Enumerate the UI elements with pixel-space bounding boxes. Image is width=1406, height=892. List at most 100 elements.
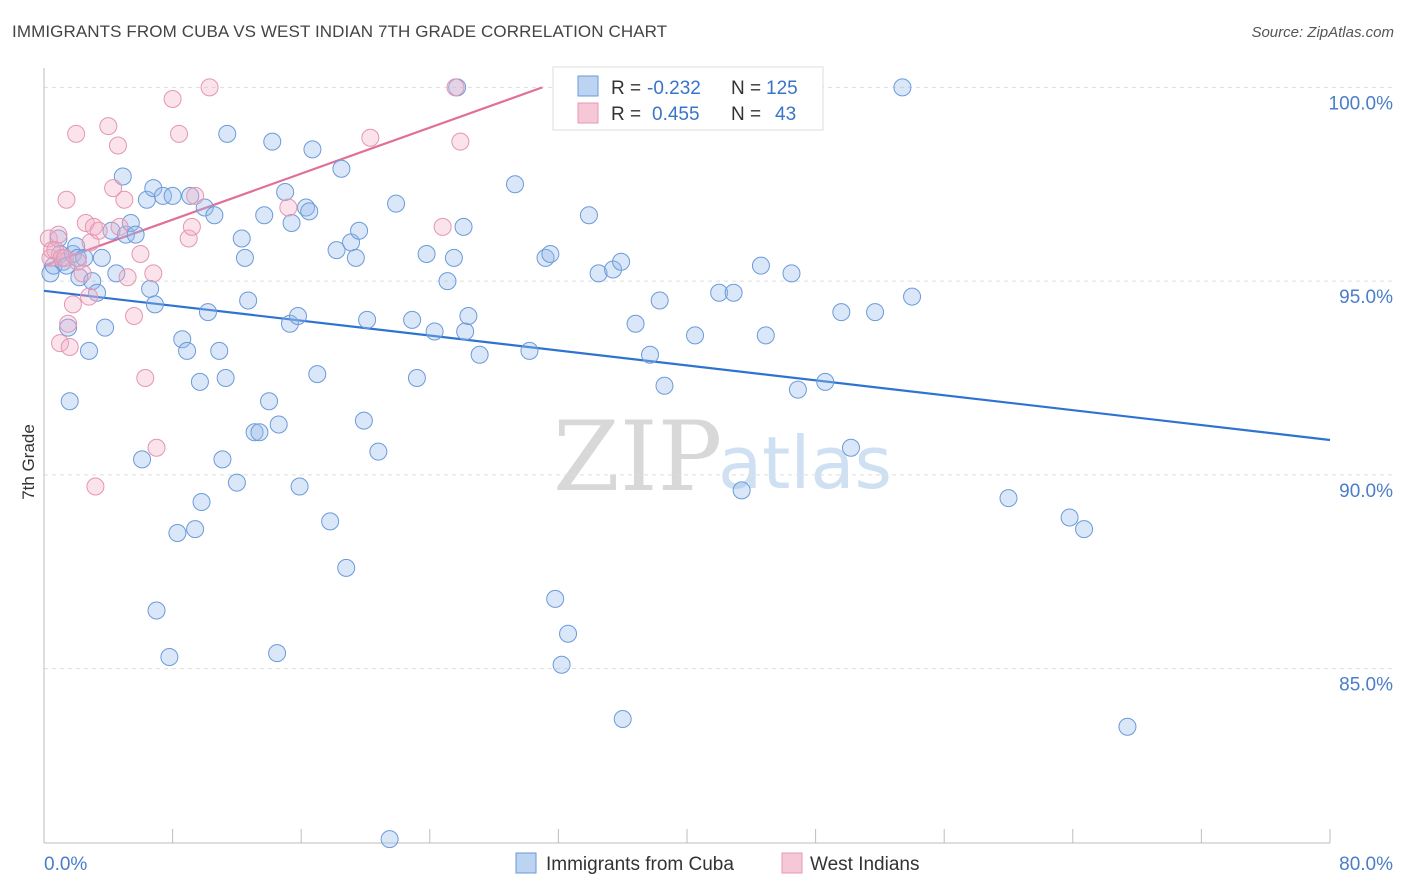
cuba-point bbox=[145, 295, 164, 314]
gridlines bbox=[44, 86, 1395, 670]
cuba-point bbox=[417, 245, 436, 263]
cuba-point bbox=[756, 326, 775, 345]
west-indians-point bbox=[115, 190, 134, 209]
cuba-point bbox=[290, 477, 309, 496]
cuba-point bbox=[1075, 520, 1094, 539]
cuba-point bbox=[425, 322, 444, 341]
cuba-point bbox=[655, 376, 674, 395]
cuba-point bbox=[650, 291, 669, 310]
west-indians-point bbox=[136, 369, 155, 387]
series-label-west-indians: West Indians bbox=[810, 854, 919, 875]
cuba-point bbox=[181, 186, 200, 205]
cuba-point bbox=[232, 229, 251, 248]
cuba-point bbox=[300, 202, 319, 221]
cuba-point bbox=[346, 248, 365, 267]
cuba-point bbox=[782, 264, 801, 283]
cuba-point bbox=[816, 372, 835, 391]
west-indians-point bbox=[163, 90, 182, 108]
cuba-point bbox=[147, 601, 166, 620]
cuba-point bbox=[470, 345, 489, 364]
series-swatch-cuba bbox=[515, 852, 537, 874]
y-tick-label: 85.0% bbox=[1339, 675, 1393, 696]
series-legend: Immigrants from Cuba West Indians bbox=[515, 852, 919, 875]
cuba-point bbox=[195, 198, 214, 217]
cuba-point bbox=[612, 252, 631, 271]
west-indians-point bbox=[49, 225, 68, 244]
cuba-point bbox=[192, 493, 211, 511]
cuba-point bbox=[239, 291, 258, 310]
cuba-point bbox=[589, 264, 608, 283]
cuba-point bbox=[579, 206, 598, 225]
cuba-point bbox=[407, 369, 426, 387]
cuba-point bbox=[168, 524, 187, 542]
cuba-point bbox=[403, 310, 422, 329]
west-indians-point bbox=[51, 334, 70, 353]
cuba-point bbox=[121, 214, 140, 232]
x-tick-label-min: 0.0% bbox=[44, 854, 87, 875]
cuba-point bbox=[327, 241, 346, 260]
west-indians-point bbox=[110, 217, 129, 236]
cuba-point bbox=[153, 186, 172, 205]
cuba-point bbox=[354, 411, 373, 430]
cuba-point bbox=[369, 442, 388, 461]
source-label: Source: ZipAtlas.com bbox=[1251, 24, 1394, 41]
west-indians-point bbox=[67, 124, 86, 143]
cuba-point bbox=[190, 372, 209, 391]
west-indians-point bbox=[39, 229, 58, 248]
legend-n-value-west: 43 bbox=[775, 104, 796, 125]
legend-n-label-west: N = bbox=[731, 104, 761, 125]
cuba-point bbox=[96, 318, 115, 337]
cuba-point bbox=[255, 206, 274, 225]
cuba-trend-line bbox=[43, 289, 1331, 442]
cuba-point bbox=[141, 279, 160, 298]
cuba-point bbox=[49, 229, 68, 248]
cuba-point bbox=[456, 322, 475, 341]
data-points bbox=[39, 78, 1137, 849]
cuba-point bbox=[92, 248, 111, 267]
cuba-point bbox=[999, 489, 1018, 508]
cuba-point bbox=[288, 307, 307, 325]
x-tick-label-max: 80.0% bbox=[1339, 854, 1393, 875]
west-indians-point bbox=[80, 287, 99, 306]
west-indians-point bbox=[104, 179, 123, 198]
legend-n-value-cuba: 125 bbox=[766, 78, 798, 99]
cuba-point bbox=[1118, 717, 1137, 736]
west-indians-point bbox=[446, 78, 465, 97]
legend-swatch-west-indians bbox=[577, 102, 599, 124]
west-indians-point bbox=[144, 264, 163, 283]
cuba-point bbox=[520, 341, 539, 360]
cuba-point bbox=[710, 283, 729, 302]
west-indians-point bbox=[433, 217, 452, 236]
cuba-point bbox=[332, 159, 351, 178]
legend-r-value-west: 0.455 bbox=[652, 104, 700, 125]
cuba-point bbox=[350, 221, 369, 240]
west-indians-point bbox=[60, 338, 79, 356]
west-indians-point bbox=[179, 229, 198, 248]
cuba-point bbox=[454, 217, 473, 236]
cuba-point bbox=[321, 512, 340, 531]
cuba-point bbox=[1060, 508, 1079, 527]
cuba-point bbox=[546, 589, 565, 608]
cuba-point bbox=[126, 225, 145, 244]
cuba-point bbox=[732, 481, 751, 500]
cuba-point bbox=[308, 365, 327, 384]
cuba-point bbox=[173, 330, 192, 349]
legend-r-label-west: R = bbox=[611, 104, 641, 125]
cuba-point bbox=[260, 392, 279, 411]
cuba-point bbox=[227, 473, 246, 492]
watermark-atlas: atlas bbox=[718, 421, 892, 505]
cuba-point bbox=[216, 369, 235, 387]
watermark-zip: ZIP bbox=[553, 401, 722, 513]
west-indians-point bbox=[63, 295, 82, 314]
cuba-point bbox=[276, 183, 295, 201]
cuba-point bbox=[387, 194, 406, 213]
cuba-point bbox=[724, 283, 743, 302]
cuba-point bbox=[263, 132, 282, 151]
cuba-point bbox=[751, 256, 770, 275]
west-indians-point bbox=[170, 124, 189, 143]
chart-title: IMMIGRANTS FROM CUBA VS WEST INDIAN 7TH … bbox=[12, 22, 668, 41]
series-label-cuba: Immigrants from Cuba bbox=[546, 854, 734, 875]
west-indians-point bbox=[451, 132, 470, 151]
cuba-point bbox=[866, 303, 885, 322]
